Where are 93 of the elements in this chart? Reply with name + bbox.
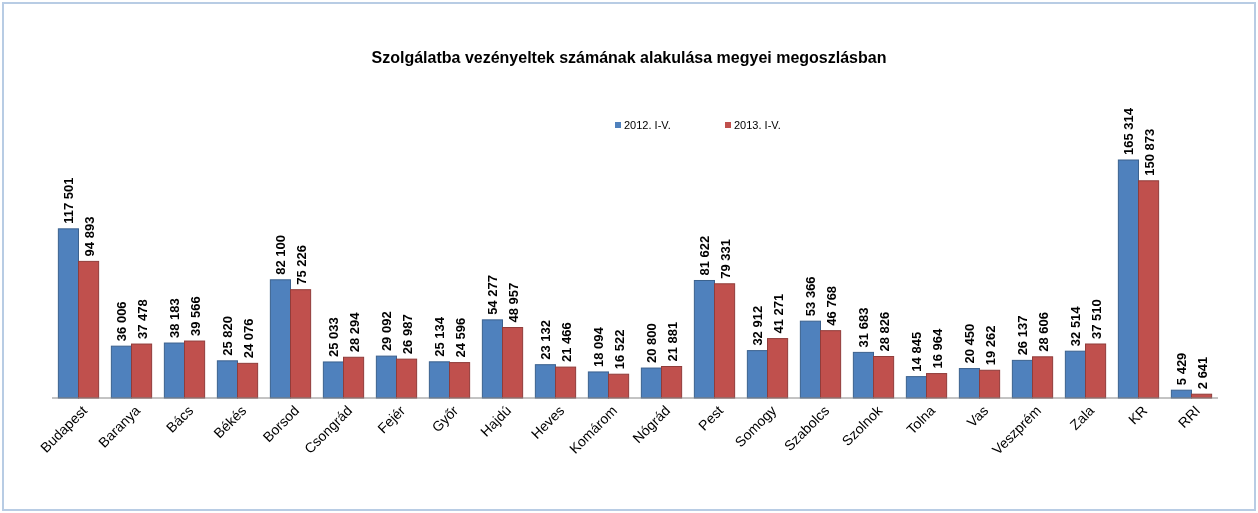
data-label: 26 137 [1015, 315, 1031, 356]
bar [269, 279, 291, 399]
data-label: 46 768 [823, 285, 839, 326]
data-label: 94 893 [81, 216, 97, 257]
bar [343, 356, 365, 399]
x-tick-label: Zala [1066, 402, 1098, 433]
data-label: 14 845 [909, 331, 925, 372]
bar [57, 228, 79, 399]
data-label: 16 522 [611, 329, 627, 370]
data-label: 28 606 [1035, 312, 1051, 352]
data-label: 20 450 [962, 323, 978, 364]
bar [163, 342, 185, 399]
data-label: 21 881 [664, 321, 680, 362]
data-label: 29 092 [379, 311, 395, 352]
bar [110, 345, 132, 399]
data-label: 31 683 [856, 307, 872, 348]
bar [926, 373, 948, 399]
data-label: 24 596 [452, 317, 468, 358]
chart-title: Szolgálatba vezényeltek számának alakulása megyei megoszlásban [371, 49, 887, 66]
bar [131, 343, 153, 399]
bar [322, 361, 344, 399]
data-label: 5 429 [1174, 352, 1190, 386]
bar [979, 369, 1001, 399]
data-label: 19 262 [982, 325, 998, 366]
data-label: 54 277 [485, 275, 501, 315]
bar [714, 283, 736, 399]
data-label: 18 094 [591, 326, 607, 367]
x-tick-label: Vas [963, 402, 992, 431]
data-label: 79 331 [717, 239, 733, 279]
x-tick-label: RRI [1174, 402, 1204, 431]
bar [1085, 343, 1107, 399]
bar [396, 358, 418, 399]
data-label: 48 957 [505, 282, 521, 323]
bar [1032, 356, 1054, 399]
data-label: 41 271 [770, 293, 786, 334]
data-label: 21 466 [558, 322, 574, 363]
bar [905, 376, 927, 399]
data-label: 75 226 [293, 244, 309, 285]
data-label: 32 514 [1068, 305, 1084, 347]
bar [767, 338, 789, 399]
bar [78, 260, 100, 399]
data-label: 81 622 [697, 235, 713, 276]
data-label: 53 366 [803, 276, 819, 317]
data-label: 150 873 [1141, 128, 1157, 176]
data-label: 28 294 [346, 311, 362, 353]
data-label: 25 134 [432, 316, 448, 357]
bar [852, 351, 874, 399]
data-label: 25 820 [220, 316, 236, 356]
bar [608, 373, 630, 399]
legend-label: 2012. I-V. [624, 119, 671, 131]
data-label: 37 510 [1088, 299, 1104, 339]
bar [799, 320, 821, 399]
bar [428, 361, 450, 399]
legend-label: 2013. I-V. [734, 119, 781, 131]
bar [746, 350, 768, 399]
bar [555, 366, 577, 399]
bar [820, 330, 842, 399]
data-label: 165 314 [1121, 107, 1137, 155]
x-tick-label: KR [1125, 402, 1151, 428]
bar [481, 319, 503, 399]
bar [1064, 350, 1086, 399]
bar [375, 355, 397, 399]
data-label: 20 800 [644, 323, 660, 364]
data-label: 28 826 [876, 311, 892, 352]
bar [502, 327, 524, 399]
bar [640, 367, 662, 399]
data-label: 2 641 [1194, 356, 1210, 390]
data-label: 25 033 [326, 317, 342, 357]
data-label: 36 006 [114, 301, 130, 342]
bar [216, 360, 238, 399]
data-label: 117 501 [61, 177, 77, 224]
data-label: 37 478 [134, 299, 150, 340]
data-label: 16 964 [929, 328, 945, 369]
data-label: 39 566 [187, 296, 203, 337]
data-label: 23 132 [538, 319, 554, 360]
bar [661, 366, 683, 399]
bar [449, 362, 471, 399]
data-label: 38 183 [167, 298, 183, 339]
data-label: 24 076 [240, 318, 256, 359]
data-label: 32 912 [750, 305, 766, 346]
bar [184, 340, 206, 399]
bar [290, 289, 312, 399]
bar [534, 364, 556, 399]
bar [693, 279, 715, 399]
bar [1117, 159, 1139, 399]
bar [1138, 180, 1160, 399]
data-label: 26 987 [399, 314, 415, 355]
bar [1011, 359, 1033, 399]
bar [958, 368, 980, 399]
data-label: 82 100 [273, 235, 289, 275]
bar [873, 356, 895, 399]
bar [237, 362, 259, 399]
bar [587, 371, 609, 399]
